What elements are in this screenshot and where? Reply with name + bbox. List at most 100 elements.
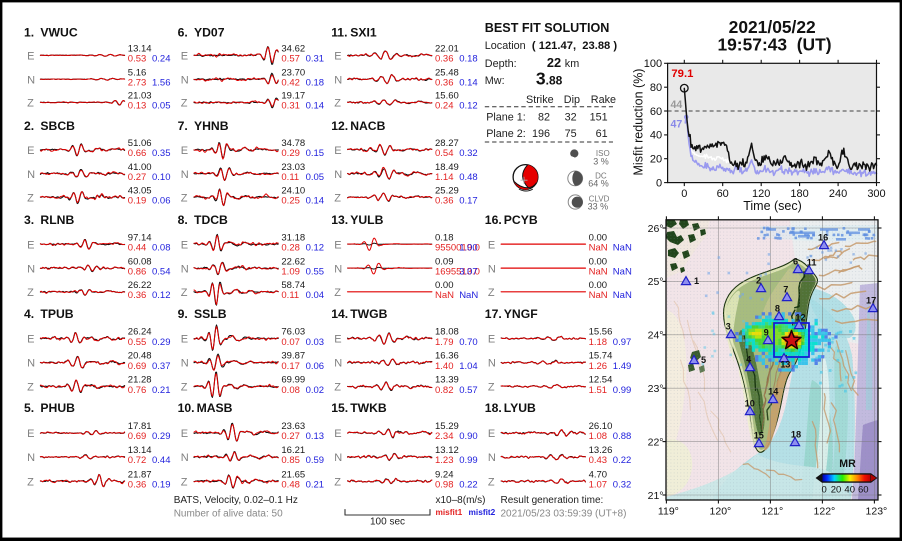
svg-text:0.36: 0.36 xyxy=(435,78,454,89)
svg-text:E: E xyxy=(334,239,341,251)
svg-text:13.39: 13.39 xyxy=(435,375,459,386)
svg-text:NaN: NaN xyxy=(435,290,454,301)
svg-text:69.99: 69.99 xyxy=(281,375,305,386)
svg-text:0.21: 0.21 xyxy=(306,480,325,491)
svg-text:E: E xyxy=(27,428,34,440)
svg-text:23.03: 23.03 xyxy=(281,162,305,173)
svg-text:0.08: 0.08 xyxy=(152,242,171,253)
svg-text:34.78: 34.78 xyxy=(281,138,305,149)
svg-text:3.: 3. xyxy=(24,213,34,227)
svg-text:100 sec: 100 sec xyxy=(370,517,405,528)
svg-text:N: N xyxy=(181,452,189,464)
svg-text:14: 14 xyxy=(768,387,779,397)
svg-text:18: 18 xyxy=(791,430,801,440)
svg-text:MASB: MASB xyxy=(197,401,233,415)
svg-text:97.14: 97.14 xyxy=(128,232,152,243)
svg-text:LYUB: LYUB xyxy=(504,401,536,415)
svg-text:121°: 121° xyxy=(762,506,784,518)
svg-text:E: E xyxy=(334,145,341,157)
svg-text:24°: 24° xyxy=(648,330,664,342)
svg-text:26.10: 26.10 xyxy=(589,421,613,432)
svg-text:0.27: 0.27 xyxy=(128,172,147,183)
svg-text:0.18: 0.18 xyxy=(435,232,454,243)
svg-text:PHUB: PHUB xyxy=(40,401,75,415)
svg-text:NACB: NACB xyxy=(350,119,385,133)
svg-text:16.36: 16.36 xyxy=(435,351,459,362)
svg-text:34.62: 34.62 xyxy=(281,44,305,55)
svg-text:12.: 12. xyxy=(331,119,348,133)
svg-text:15.: 15. xyxy=(331,401,348,415)
svg-text:YULB: YULB xyxy=(350,213,383,227)
svg-text:0.37: 0.37 xyxy=(152,361,171,372)
svg-text:SSLB: SSLB xyxy=(194,307,227,321)
svg-text:5.16: 5.16 xyxy=(128,67,147,78)
svg-text:10.: 10. xyxy=(178,401,195,415)
svg-text:CLVD: CLVD xyxy=(589,194,610,203)
svg-text:1.18: 1.18 xyxy=(589,337,608,348)
svg-text:Misfit reduction (%): Misfit reduction (%) xyxy=(632,69,646,176)
svg-text:3 %: 3 % xyxy=(593,156,609,166)
svg-text:19.17: 19.17 xyxy=(281,91,305,102)
svg-text:51.06: 51.06 xyxy=(128,138,152,149)
svg-text:15.60: 15.60 xyxy=(435,91,459,102)
svg-text:80: 80 xyxy=(650,82,662,94)
svg-text:0.00: 0.00 xyxy=(589,256,608,267)
svg-text:0.32: 0.32 xyxy=(459,148,478,159)
svg-text:Z: Z xyxy=(334,98,341,110)
svg-text:41.00: 41.00 xyxy=(128,162,152,173)
svg-text:16.21: 16.21 xyxy=(281,445,305,456)
svg-text:0.24: 0.24 xyxy=(152,54,171,65)
svg-text:0.10: 0.10 xyxy=(152,172,171,183)
svg-text:7: 7 xyxy=(783,285,788,295)
svg-text:Time (sec): Time (sec) xyxy=(743,199,802,213)
svg-text:Z: Z xyxy=(27,98,34,110)
svg-text:N: N xyxy=(181,263,189,275)
svg-text:1: 1 xyxy=(694,276,699,286)
svg-text:9.24: 9.24 xyxy=(435,469,454,480)
svg-text:N: N xyxy=(488,263,496,275)
svg-text:Z: Z xyxy=(334,382,341,394)
svg-text:YHNB: YHNB xyxy=(194,119,229,133)
svg-text:15.56: 15.56 xyxy=(589,327,613,338)
svg-text:E: E xyxy=(181,145,188,157)
svg-text:0.25: 0.25 xyxy=(281,195,300,206)
svg-text:0.29: 0.29 xyxy=(152,431,171,442)
svg-text:0.21: 0.21 xyxy=(152,385,171,396)
svg-text:17: 17 xyxy=(866,296,876,306)
svg-text:123°: 123° xyxy=(866,506,888,518)
svg-text:120°: 120° xyxy=(710,506,732,518)
svg-text:120: 120 xyxy=(752,188,770,200)
svg-text:N: N xyxy=(334,74,342,86)
svg-text:0.18: 0.18 xyxy=(306,78,325,89)
svg-text:13.: 13. xyxy=(331,213,348,227)
svg-text:1.79: 1.79 xyxy=(435,337,454,348)
svg-text:TDCB: TDCB xyxy=(194,213,228,227)
svg-text:20: 20 xyxy=(831,485,842,496)
svg-text:Z: Z xyxy=(27,476,34,488)
svg-text:75: 75 xyxy=(565,128,577,140)
svg-text:ISO: ISO xyxy=(596,149,610,158)
svg-text:NaN: NaN xyxy=(613,290,632,301)
svg-text:1.00: 1.00 xyxy=(459,242,478,253)
svg-text:10: 10 xyxy=(745,399,755,409)
svg-text:22.62: 22.62 xyxy=(281,256,305,267)
svg-text:28.27: 28.27 xyxy=(435,138,459,149)
svg-text:40: 40 xyxy=(844,485,855,496)
svg-text:60.08: 60.08 xyxy=(128,256,152,267)
svg-text:NaN: NaN xyxy=(589,242,608,253)
svg-text:100: 100 xyxy=(644,58,662,70)
svg-text:18.: 18. xyxy=(485,401,502,415)
svg-text:Z: Z xyxy=(27,192,34,204)
svg-text:0.55: 0.55 xyxy=(128,337,147,348)
svg-text:0.44: 0.44 xyxy=(128,242,147,253)
svg-text:0.15: 0.15 xyxy=(306,148,325,159)
svg-text:E: E xyxy=(27,239,34,251)
svg-text:E: E xyxy=(334,51,341,63)
svg-text:N: N xyxy=(181,74,189,86)
svg-text:2.34: 2.34 xyxy=(435,431,454,442)
svg-text:24.10: 24.10 xyxy=(281,185,305,196)
svg-text:4.: 4. xyxy=(24,307,34,321)
svg-text:Result generation time:: Result generation time: xyxy=(501,495,604,506)
svg-text:76.03: 76.03 xyxy=(281,327,305,338)
svg-text:TWKB: TWKB xyxy=(350,401,387,415)
